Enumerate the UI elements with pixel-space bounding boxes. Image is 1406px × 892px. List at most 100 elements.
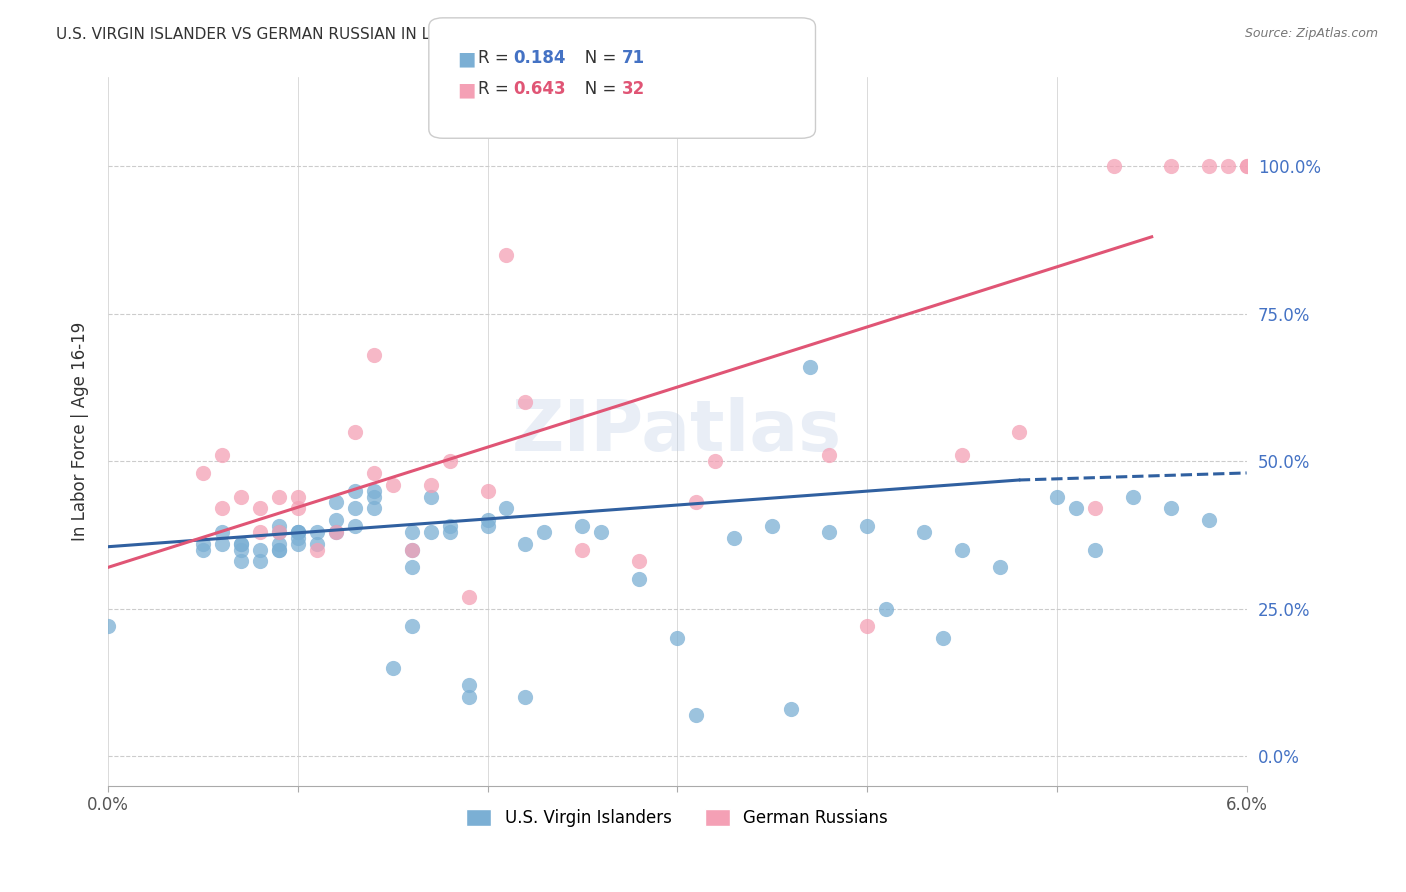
Point bbox=[1160, 159, 1182, 173]
Point bbox=[799, 359, 821, 374]
Point bbox=[685, 495, 707, 509]
Text: 71: 71 bbox=[621, 49, 644, 67]
Point bbox=[495, 501, 517, 516]
Point bbox=[912, 524, 935, 539]
Point bbox=[1122, 490, 1144, 504]
Point bbox=[988, 560, 1011, 574]
Point bbox=[363, 490, 385, 504]
Point bbox=[381, 477, 404, 491]
Point bbox=[249, 542, 271, 557]
Point bbox=[401, 542, 423, 557]
Point bbox=[381, 661, 404, 675]
Point bbox=[1160, 501, 1182, 516]
Point bbox=[950, 448, 973, 462]
Point bbox=[439, 524, 461, 539]
Text: U.S. VIRGIN ISLANDER VS GERMAN RUSSIAN IN LABOR FORCE | AGE 16-19 CORRELATION CH: U.S. VIRGIN ISLANDER VS GERMAN RUSSIAN I… bbox=[56, 27, 796, 43]
Text: ZIPatlas: ZIPatlas bbox=[512, 397, 842, 467]
Point bbox=[419, 477, 441, 491]
Point bbox=[1216, 159, 1239, 173]
Point bbox=[401, 619, 423, 633]
Point bbox=[287, 537, 309, 551]
Point bbox=[229, 537, 252, 551]
Point bbox=[287, 524, 309, 539]
Point bbox=[495, 247, 517, 261]
Text: ■: ■ bbox=[457, 80, 475, 99]
Point bbox=[211, 537, 233, 551]
Point bbox=[1064, 501, 1087, 516]
Point bbox=[515, 690, 537, 705]
Point bbox=[229, 542, 252, 557]
Point bbox=[267, 542, 290, 557]
Point bbox=[1198, 513, 1220, 527]
Point bbox=[723, 531, 745, 545]
Point bbox=[191, 542, 214, 557]
Point bbox=[363, 483, 385, 498]
Point bbox=[363, 348, 385, 362]
Text: 32: 32 bbox=[621, 80, 645, 98]
Text: R =: R = bbox=[478, 80, 515, 98]
Point bbox=[343, 483, 366, 498]
Text: ■: ■ bbox=[457, 49, 475, 68]
Point bbox=[780, 702, 803, 716]
Point bbox=[515, 537, 537, 551]
Point bbox=[267, 490, 290, 504]
Point bbox=[325, 495, 347, 509]
Text: 0.643: 0.643 bbox=[513, 80, 565, 98]
Point bbox=[267, 537, 290, 551]
Point bbox=[249, 524, 271, 539]
Point bbox=[401, 542, 423, 557]
Point bbox=[267, 524, 290, 539]
Text: N =: N = bbox=[569, 49, 621, 67]
Point bbox=[628, 572, 651, 586]
Point bbox=[249, 501, 271, 516]
Point bbox=[305, 524, 328, 539]
Point bbox=[875, 601, 897, 615]
Point bbox=[267, 524, 290, 539]
Point bbox=[856, 619, 879, 633]
Point bbox=[363, 501, 385, 516]
Legend: U.S. Virgin Islanders, German Russians: U.S. Virgin Islanders, German Russians bbox=[460, 803, 894, 834]
Y-axis label: In Labor Force | Age 16-19: In Labor Force | Age 16-19 bbox=[72, 322, 89, 541]
Point bbox=[628, 554, 651, 568]
Point bbox=[363, 466, 385, 480]
Point bbox=[401, 524, 423, 539]
Point bbox=[439, 519, 461, 533]
Point bbox=[343, 519, 366, 533]
Point bbox=[515, 395, 537, 409]
Point bbox=[761, 519, 783, 533]
Point bbox=[591, 524, 613, 539]
Point bbox=[229, 554, 252, 568]
Point bbox=[477, 513, 499, 527]
Point bbox=[1236, 159, 1258, 173]
Text: Source: ZipAtlas.com: Source: ZipAtlas.com bbox=[1244, 27, 1378, 40]
Point bbox=[305, 537, 328, 551]
Point bbox=[287, 524, 309, 539]
Point bbox=[1084, 501, 1107, 516]
Point bbox=[1008, 425, 1031, 439]
Point bbox=[818, 524, 841, 539]
Point bbox=[419, 490, 441, 504]
Point bbox=[571, 542, 593, 557]
Point bbox=[325, 524, 347, 539]
Point bbox=[191, 537, 214, 551]
Point bbox=[457, 590, 479, 604]
Point bbox=[950, 542, 973, 557]
Point bbox=[325, 524, 347, 539]
Point bbox=[211, 524, 233, 539]
Point bbox=[287, 490, 309, 504]
Point bbox=[191, 466, 214, 480]
Point bbox=[419, 524, 441, 539]
Point bbox=[685, 708, 707, 723]
Point bbox=[249, 554, 271, 568]
Point bbox=[571, 519, 593, 533]
Text: N =: N = bbox=[569, 80, 621, 98]
Point bbox=[1236, 159, 1258, 173]
Point bbox=[343, 425, 366, 439]
Point bbox=[932, 631, 955, 645]
Point bbox=[97, 619, 120, 633]
Point bbox=[818, 448, 841, 462]
Point bbox=[439, 454, 461, 468]
Point bbox=[325, 513, 347, 527]
Point bbox=[287, 524, 309, 539]
Text: R =: R = bbox=[478, 49, 515, 67]
